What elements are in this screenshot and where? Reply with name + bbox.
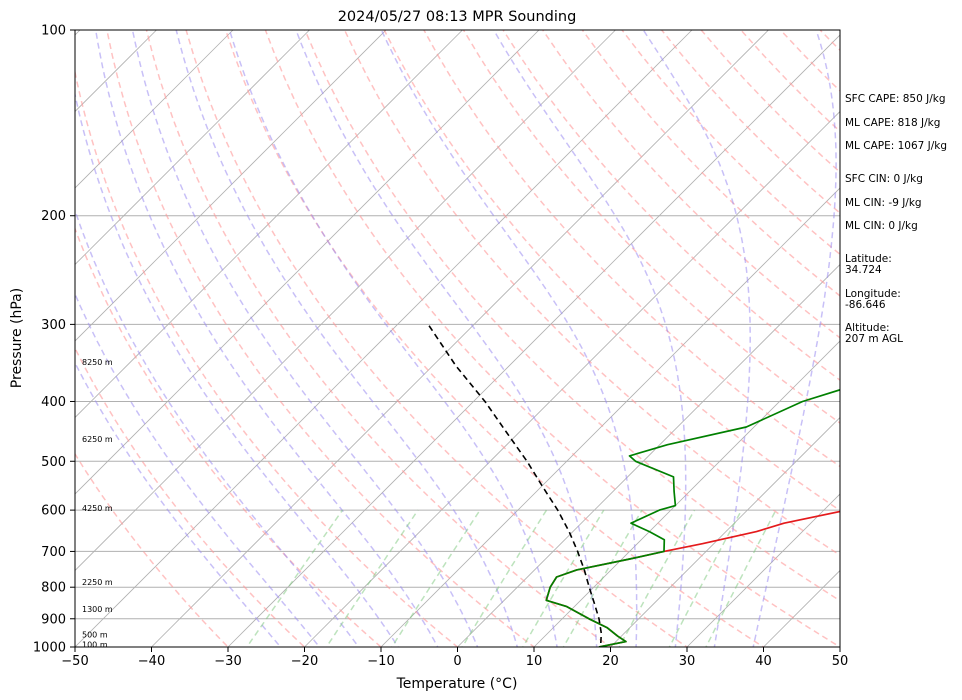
dry-adiabat-line bbox=[106, 30, 536, 647]
x-tick-label: 40 bbox=[755, 654, 772, 669]
moist-adiabat-line bbox=[493, 30, 687, 647]
parameter-text: ML CIN: 0 J/kg bbox=[845, 220, 918, 232]
height-label: 4250 m bbox=[82, 504, 113, 513]
y-tick-label: 300 bbox=[41, 318, 66, 333]
mixing-ratio-line bbox=[562, 509, 643, 647]
isotherm-line bbox=[75, 30, 693, 647]
isotherm-line bbox=[75, 30, 310, 266]
mixing-ratio-line bbox=[245, 509, 344, 647]
dry-adiabat-line bbox=[502, 30, 840, 382]
location-label: Longitude: bbox=[845, 288, 901, 300]
y-tick-label: 800 bbox=[41, 581, 66, 596]
tick-layer: −50 −40 −30 −20 −10 0 10 20 30 40 50 1000 900 800 700 6… bbox=[33, 24, 848, 670]
location-label: Latitude: bbox=[845, 253, 892, 265]
dry-adiabat-line bbox=[224, 30, 765, 647]
x-tick-label: −20 bbox=[291, 654, 318, 669]
moist-adiabat-line bbox=[94, 30, 439, 647]
parameter-text: ML CIN: -9 J/kg bbox=[845, 197, 922, 209]
isotherm-line bbox=[380, 187, 840, 647]
x-tick-label: 50 bbox=[832, 654, 849, 669]
x-axis-label: Temperature (°C) bbox=[396, 676, 518, 692]
mixing-ratio-line bbox=[325, 509, 419, 647]
moist-adiabat-line bbox=[75, 91, 399, 647]
y-tick-label: 100 bbox=[41, 24, 66, 39]
x-tick-label: −40 bbox=[138, 654, 165, 669]
x-tick-label: −10 bbox=[367, 654, 394, 669]
isotherm-line bbox=[304, 110, 840, 647]
isotherm-line bbox=[227, 34, 840, 647]
x-tick-label: 10 bbox=[526, 654, 543, 669]
height-label: 6250 m bbox=[82, 435, 113, 444]
x-tick-label: −50 bbox=[61, 654, 88, 669]
isotherm-line bbox=[75, 30, 387, 342]
chart-title: 2024/05/27 08:13 MPR Sounding bbox=[338, 9, 577, 25]
y-tick-label: 600 bbox=[41, 504, 66, 519]
x-tick-label: −30 bbox=[214, 654, 241, 669]
parameter-text: SFC CIN: 0 J/kg bbox=[845, 173, 923, 185]
moist-adiabat-line bbox=[131, 30, 479, 647]
mixing-ratio-line bbox=[461, 509, 548, 647]
location-value: -86.646 bbox=[845, 299, 886, 311]
moist-adiabat-line bbox=[752, 30, 837, 647]
parameter-text: SFC CAPE: 850 J/kg bbox=[845, 93, 946, 105]
x-tick-label: 20 bbox=[602, 654, 619, 669]
height-label: 8250 m bbox=[82, 358, 113, 367]
isotherm-line bbox=[75, 30, 463, 419]
mixing-ratio-line bbox=[705, 509, 777, 647]
dry-adiabat-line bbox=[145, 30, 612, 647]
mixing-ratio-line bbox=[668, 509, 743, 647]
mixing-ratio-line bbox=[522, 509, 605, 647]
grid-layer bbox=[75, 30, 840, 647]
isotherm-line bbox=[75, 30, 234, 189]
location-value: 207 m AGL bbox=[845, 333, 903, 345]
y-tick-label: 500 bbox=[41, 455, 66, 470]
height-label: 100 m bbox=[82, 640, 108, 649]
dry-adiabat-line bbox=[462, 30, 840, 424]
parameter-text: ML CAPE: 1067 J/kg bbox=[845, 140, 947, 152]
dewpoint-line bbox=[545, 388, 840, 647]
moist-adiabat-line bbox=[642, 30, 751, 647]
isotherm-line bbox=[686, 493, 840, 647]
moist-adiabat-line bbox=[75, 208, 360, 647]
mixing-ratio-line bbox=[390, 509, 481, 647]
isotherm-line bbox=[75, 30, 540, 495]
dry-adiabat-line bbox=[264, 30, 840, 647]
isotherm-line bbox=[151, 30, 769, 647]
dry-adiabat-line bbox=[383, 30, 840, 512]
y-tick-label: 400 bbox=[41, 395, 66, 410]
y-tick-label: 1000 bbox=[33, 641, 66, 656]
moist-adiabat-line bbox=[228, 30, 558, 647]
x-tick-label: 30 bbox=[679, 654, 696, 669]
location-value: 34.724 bbox=[845, 264, 882, 276]
height-label: 1300 m bbox=[82, 605, 113, 614]
dry-adiabat-line bbox=[75, 452, 230, 647]
parameters-panel: SFC CAPE: 850 J/kg ML CAPE: 818 J/kg ML CA… bbox=[845, 93, 947, 345]
y-tick-label: 900 bbox=[41, 612, 66, 627]
height-label: 500 m bbox=[82, 631, 108, 640]
dry-adiabat-line bbox=[75, 226, 383, 647]
height-label: 2250 m bbox=[82, 578, 113, 587]
y-tick-label: 200 bbox=[41, 209, 66, 224]
moist-adiabat-line bbox=[175, 30, 519, 647]
dry-adiabat-line bbox=[185, 30, 689, 647]
x-tick-label: 0 bbox=[453, 654, 461, 669]
isotherm-line bbox=[533, 340, 840, 647]
isotherm-line bbox=[75, 30, 616, 572]
location-label: Altitude: bbox=[845, 322, 890, 334]
y-axis-label: Pressure (hPa) bbox=[9, 288, 25, 388]
dry-adiabat-line bbox=[304, 30, 840, 602]
dry-adiabat-line bbox=[75, 346, 306, 647]
y-tick-label: 700 bbox=[41, 545, 66, 560]
isotherm-line bbox=[610, 416, 840, 647]
dry-adiabat-line bbox=[423, 30, 840, 468]
dry-adiabat-line bbox=[343, 30, 840, 557]
isotherm-line bbox=[457, 263, 840, 647]
parameter-text: ML CAPE: 818 J/kg bbox=[845, 117, 940, 129]
series-layer bbox=[427, 323, 840, 647]
moist-adiabat-line bbox=[295, 30, 598, 647]
